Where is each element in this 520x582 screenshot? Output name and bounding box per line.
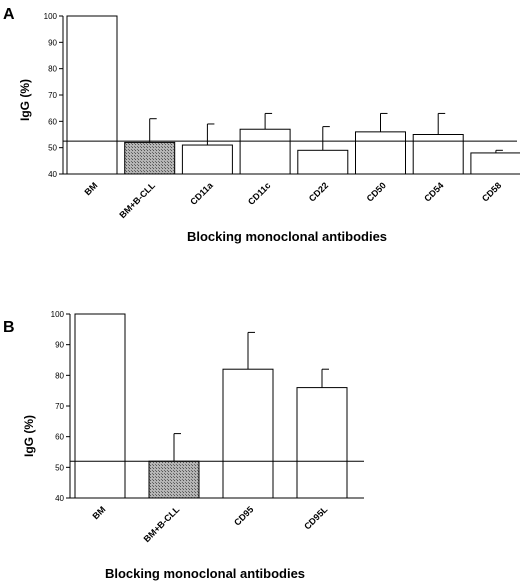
- y-axis-label-b: IgG (%): [22, 415, 36, 457]
- x-axis-label-b: Blocking monoclonal antibodies: [105, 566, 305, 581]
- bar: [74, 313, 126, 499]
- category-label: CD58: [480, 180, 503, 203]
- bar: [412, 134, 464, 175]
- y-tick-label: 70: [48, 91, 57, 100]
- category-label: BM: [82, 180, 99, 197]
- y-tick-label: 40: [48, 170, 57, 179]
- bar: [470, 152, 520, 175]
- category-label: BM: [90, 504, 107, 521]
- y-tick-label: 80: [55, 371, 64, 380]
- category-label: CD50: [365, 180, 388, 203]
- bar-highlighted: [124, 141, 176, 175]
- category-label: CD95: [232, 504, 255, 527]
- plot-area-a: 40 50 60 70 80 90 100 BM BM+B-CLL CD11a CD11c CD22 C…: [44, 12, 520, 220]
- category-label: BM+B-CLL: [117, 180, 157, 220]
- y-tick-label: 90: [48, 38, 57, 47]
- y-tick-label: 100: [44, 12, 58, 21]
- y-tick-label: 50: [48, 144, 57, 153]
- x-axis-label-a: Blocking monoclonal antibodies: [187, 229, 387, 244]
- panel-letter-b: B: [3, 319, 15, 336]
- chart-panel-b: B IgG (%) Blocking monoclonal antibodies…: [3, 310, 364, 581]
- bar: [181, 144, 233, 175]
- y-tick-label: 80: [48, 65, 57, 74]
- y-tick-label: 60: [48, 117, 57, 126]
- category-label: BM+B-CLL: [142, 504, 182, 544]
- category-label: CD11c: [246, 180, 273, 207]
- y-tick-label: 60: [55, 433, 64, 442]
- bar: [222, 368, 274, 499]
- bar: [355, 131, 406, 175]
- category-label: CD95L: [302, 504, 330, 532]
- bar-highlighted: [148, 460, 200, 499]
- category-label: CD22: [307, 180, 330, 203]
- y-tick-label: 40: [55, 494, 64, 503]
- category-label: CD11a: [188, 180, 215, 207]
- bar: [297, 149, 349, 175]
- bar: [66, 15, 118, 175]
- y-axis-label-a: IgG (%): [18, 79, 32, 121]
- y-tick-label: 90: [55, 341, 64, 350]
- panel-letter-a: A: [3, 6, 15, 23]
- y-tick-label: 50: [55, 463, 64, 472]
- plot-area-b: 40 50 60 70 80 90 100 BM BM+B-CLL CD95 CD95L: [51, 310, 364, 544]
- category-label: CD54: [422, 180, 445, 203]
- bar: [296, 387, 348, 499]
- chart-panel-a: A IgG (%) Blocking monoclonal antibodies…: [3, 6, 520, 244]
- y-tick-label: 100: [51, 310, 65, 319]
- y-tick-label: 70: [55, 402, 64, 411]
- bar: [239, 128, 291, 175]
